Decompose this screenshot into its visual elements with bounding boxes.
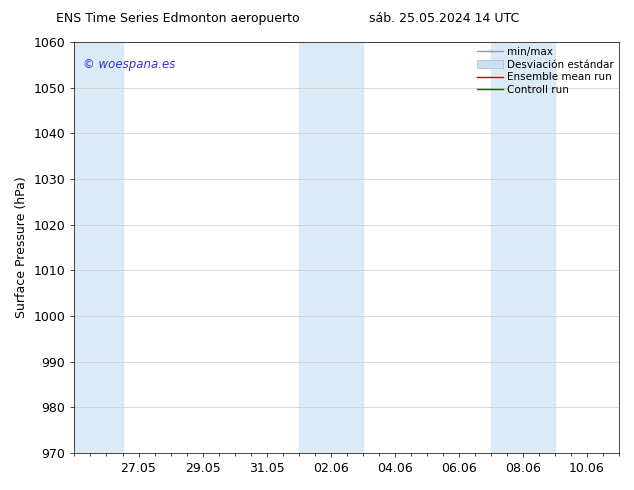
Text: © woespana.es: © woespana.es: [82, 58, 175, 72]
Text: sáb. 25.05.2024 14 UTC: sáb. 25.05.2024 14 UTC: [369, 12, 519, 25]
Legend: min/max, Desviación estándar, Ensemble mean run, Controll run: min/max, Desviación estándar, Ensemble m…: [475, 45, 616, 97]
Bar: [299, 42, 363, 453]
Text: ENS Time Series Edmonton aeropuerto: ENS Time Series Edmonton aeropuerto: [56, 12, 299, 25]
Bar: [74, 42, 122, 453]
Y-axis label: Surface Pressure (hPa): Surface Pressure (hPa): [15, 176, 28, 318]
Bar: [491, 42, 555, 453]
